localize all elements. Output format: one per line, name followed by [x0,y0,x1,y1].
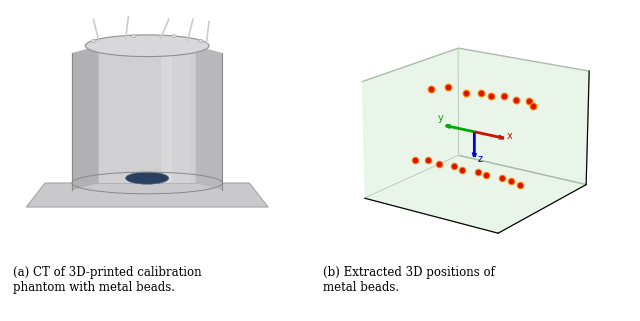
Text: (b) Extracted 3D positions of
metal beads.: (b) Extracted 3D positions of metal bead… [323,266,495,294]
Bar [179,46,190,183]
Polygon shape [72,46,99,190]
Bar [169,46,177,183]
Polygon shape [196,46,223,190]
Bar [161,46,172,183]
Ellipse shape [172,35,176,38]
Ellipse shape [199,39,203,42]
Ellipse shape [92,39,95,42]
Polygon shape [26,183,268,207]
Ellipse shape [85,35,209,56]
Ellipse shape [132,35,136,38]
Text: (a) CT of 3D-printed calibration
phantom with metal beads.: (a) CT of 3D-printed calibration phantom… [13,266,202,294]
Ellipse shape [125,172,169,184]
Polygon shape [99,46,196,183]
